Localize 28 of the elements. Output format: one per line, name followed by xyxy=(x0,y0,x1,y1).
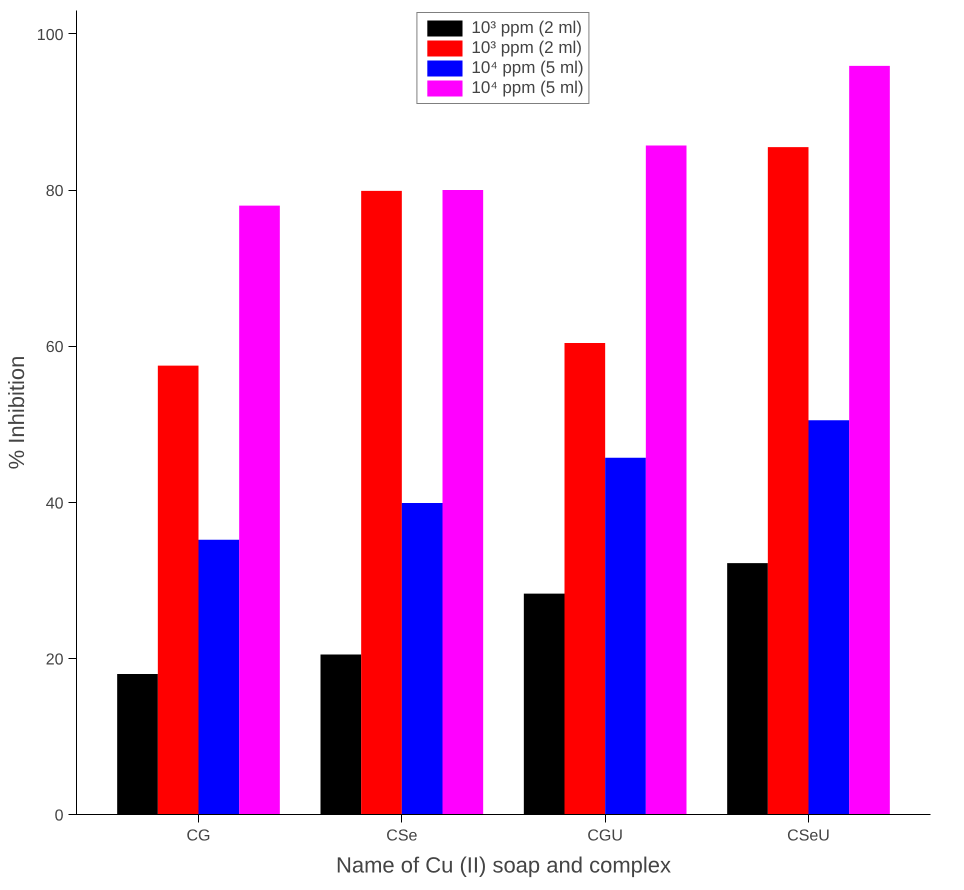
bar xyxy=(564,343,606,814)
bar xyxy=(239,206,280,814)
bar xyxy=(808,420,850,814)
bar xyxy=(402,503,442,814)
y-tick-label: 40 xyxy=(46,495,64,512)
x-tick-label: CG xyxy=(186,828,210,844)
y-tick-label: 20 xyxy=(46,651,64,668)
y-tick-label: 100 xyxy=(36,26,64,44)
y-tick-label: 60 xyxy=(46,339,64,356)
y-tick-label: 80 xyxy=(46,183,64,200)
y-axis-title: % Inhibition xyxy=(4,356,29,470)
bar xyxy=(361,190,402,814)
x-axis-title: Name of Cu (II) soap and complex xyxy=(336,852,672,878)
y-tick-label: 0 xyxy=(54,808,64,824)
bar xyxy=(646,146,686,814)
x-tick-label: CSeU xyxy=(787,828,830,844)
legend-label: 10³ ppm (2 ml) xyxy=(471,18,582,38)
legend-label: 10⁴ ppm (5 ml) xyxy=(471,78,584,98)
bar xyxy=(768,147,808,814)
x-tick-label: CGU xyxy=(587,828,623,844)
bar xyxy=(198,540,240,814)
x-tick-label: CSe xyxy=(386,828,418,844)
bar xyxy=(605,458,646,814)
bar xyxy=(158,366,198,814)
bar xyxy=(442,190,484,814)
legend-label: 10³ ppm (2 ml) xyxy=(471,38,582,58)
bar xyxy=(849,66,890,814)
legend-label: 10⁴ ppm (5 ml) xyxy=(471,58,584,78)
